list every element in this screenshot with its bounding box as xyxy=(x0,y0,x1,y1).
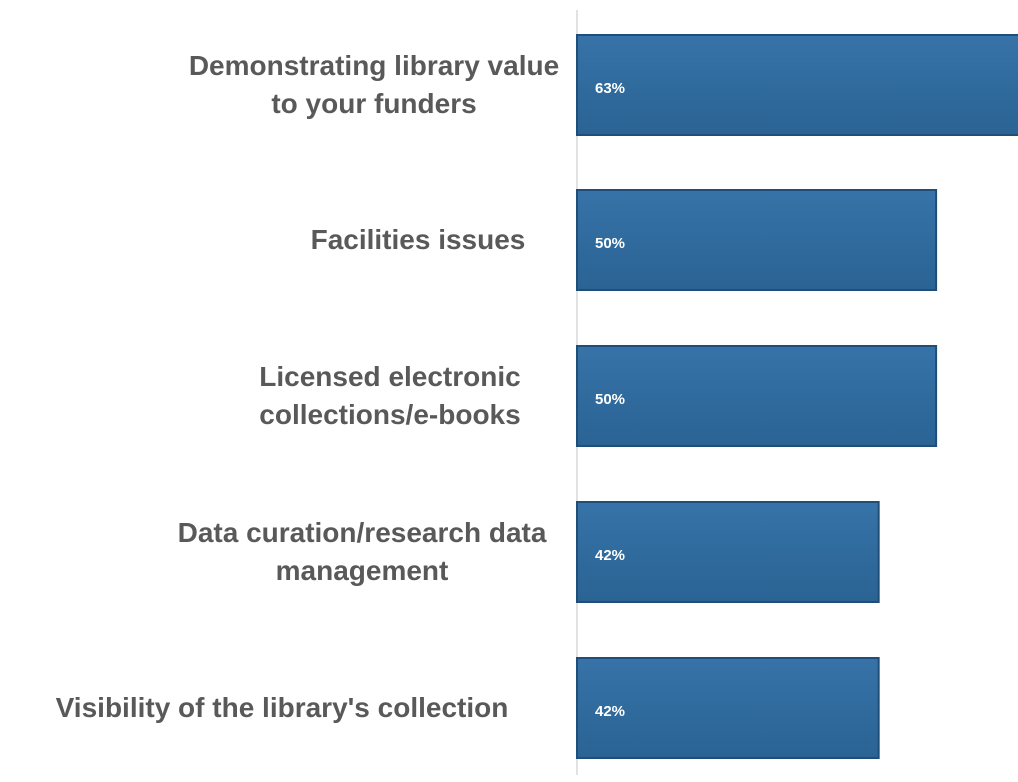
bar xyxy=(576,34,1018,136)
category-label: Licensed electronic collections/e-books xyxy=(259,361,521,430)
bar xyxy=(576,657,880,759)
category-label: Demonstrating library value to your fund… xyxy=(188,50,560,119)
value-label: 50% xyxy=(595,235,625,252)
value-label: 42% xyxy=(595,703,625,720)
bar xyxy=(576,501,880,603)
category-label: Data curation/research data management xyxy=(177,517,547,586)
value-label: 63% xyxy=(595,80,625,97)
category-label: Facilities issues xyxy=(310,224,526,255)
bar xyxy=(576,345,938,447)
bar xyxy=(576,189,938,291)
category-label: Visibility of the library's collection xyxy=(55,692,509,723)
value-label: 50% xyxy=(595,391,625,408)
value-label: 42% xyxy=(595,547,625,564)
